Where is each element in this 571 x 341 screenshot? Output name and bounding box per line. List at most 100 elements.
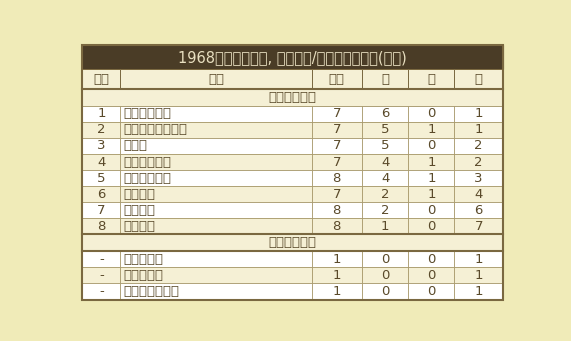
Bar bbox=[120, 106, 312, 122]
Text: 2: 2 bbox=[381, 204, 389, 217]
Text: 0: 0 bbox=[427, 107, 436, 120]
Bar bbox=[82, 170, 120, 186]
Text: 2: 2 bbox=[475, 139, 483, 152]
Bar bbox=[408, 251, 455, 267]
Bar bbox=[408, 202, 455, 218]
Bar bbox=[120, 267, 312, 283]
Text: 順位: 順位 bbox=[93, 73, 110, 86]
Text: ルーマニア: ルーマニア bbox=[124, 269, 164, 282]
Text: カナダ: カナダ bbox=[124, 139, 148, 152]
Bar bbox=[408, 138, 455, 154]
Text: 4: 4 bbox=[381, 172, 389, 184]
Text: 0: 0 bbox=[427, 139, 436, 152]
Text: 4: 4 bbox=[381, 155, 389, 168]
Text: 0: 0 bbox=[427, 269, 436, 282]
Text: 勝: 勝 bbox=[381, 73, 389, 86]
Bar bbox=[455, 70, 503, 89]
Text: 1968グルノーブル, フランス/アイスホッケー(男子): 1968グルノーブル, フランス/アイスホッケー(男子) bbox=[178, 50, 407, 65]
Text: 6: 6 bbox=[97, 188, 106, 201]
Text: フィンランド: フィンランド bbox=[124, 172, 172, 184]
Bar bbox=[362, 218, 408, 234]
Bar bbox=[408, 122, 455, 138]
Bar bbox=[362, 267, 408, 283]
Bar bbox=[120, 70, 312, 89]
Text: 1: 1 bbox=[475, 285, 483, 298]
Text: 6: 6 bbox=[381, 107, 389, 120]
Bar bbox=[362, 106, 408, 122]
Bar bbox=[455, 170, 503, 186]
Text: 0: 0 bbox=[427, 285, 436, 298]
Bar bbox=[312, 70, 362, 89]
Bar bbox=[455, 202, 503, 218]
Bar bbox=[362, 138, 408, 154]
Bar bbox=[362, 70, 408, 89]
Bar bbox=[312, 283, 362, 299]
Text: -: - bbox=[99, 285, 104, 298]
Text: 7: 7 bbox=[475, 220, 483, 233]
Bar bbox=[312, 170, 362, 186]
Bar bbox=[82, 283, 120, 299]
Bar bbox=[408, 186, 455, 202]
Text: 0: 0 bbox=[381, 285, 389, 298]
Text: ユーゴスラビア: ユーゴスラビア bbox=[124, 285, 180, 298]
Text: 7: 7 bbox=[332, 188, 341, 201]
Text: 0: 0 bbox=[381, 269, 389, 282]
Text: 分: 分 bbox=[427, 73, 435, 86]
Text: 試合: 試合 bbox=[329, 73, 345, 86]
Bar bbox=[312, 251, 362, 267]
Text: 8: 8 bbox=[332, 204, 341, 217]
Text: 8: 8 bbox=[97, 220, 106, 233]
Bar bbox=[362, 251, 408, 267]
Text: 西ドイツ: 西ドイツ bbox=[124, 204, 156, 217]
Text: 1: 1 bbox=[475, 269, 483, 282]
Bar bbox=[82, 186, 120, 202]
Text: 5: 5 bbox=[381, 139, 389, 152]
Bar bbox=[120, 138, 312, 154]
Bar bbox=[82, 122, 120, 138]
Text: 5: 5 bbox=[97, 172, 106, 184]
Text: 予選ラウンド: 予選ラウンド bbox=[268, 236, 317, 249]
Text: 1: 1 bbox=[475, 123, 483, 136]
Bar bbox=[408, 154, 455, 170]
Text: 2: 2 bbox=[475, 155, 483, 168]
Bar bbox=[82, 202, 120, 218]
Text: 0: 0 bbox=[427, 204, 436, 217]
Text: 1: 1 bbox=[97, 107, 106, 120]
Text: 1: 1 bbox=[427, 172, 436, 184]
Text: 5: 5 bbox=[381, 123, 389, 136]
Text: 1: 1 bbox=[475, 107, 483, 120]
Bar bbox=[312, 122, 362, 138]
Text: 1: 1 bbox=[427, 123, 436, 136]
Text: スウェーデン: スウェーデン bbox=[124, 155, 172, 168]
Bar bbox=[455, 218, 503, 234]
Bar bbox=[408, 267, 455, 283]
Bar bbox=[120, 122, 312, 138]
Bar bbox=[82, 45, 503, 70]
Bar bbox=[312, 202, 362, 218]
Text: 2: 2 bbox=[97, 123, 106, 136]
Text: 1: 1 bbox=[332, 269, 341, 282]
Bar bbox=[408, 218, 455, 234]
Bar bbox=[408, 170, 455, 186]
Bar bbox=[120, 186, 312, 202]
Bar bbox=[312, 138, 362, 154]
Bar bbox=[362, 122, 408, 138]
Text: 敗: 敗 bbox=[475, 73, 482, 86]
Bar bbox=[120, 283, 312, 299]
Bar bbox=[312, 154, 362, 170]
Bar bbox=[312, 267, 362, 283]
Text: 0: 0 bbox=[427, 220, 436, 233]
Text: 2: 2 bbox=[381, 188, 389, 201]
Text: ソビエト連邦: ソビエト連邦 bbox=[124, 107, 172, 120]
Bar bbox=[455, 154, 503, 170]
Bar bbox=[82, 251, 120, 267]
Bar bbox=[82, 89, 503, 106]
Text: 1: 1 bbox=[427, 155, 436, 168]
Bar bbox=[455, 186, 503, 202]
Text: 1: 1 bbox=[332, 285, 341, 298]
Bar bbox=[408, 70, 455, 89]
Text: ノルウェー: ノルウェー bbox=[124, 253, 164, 266]
Bar bbox=[455, 122, 503, 138]
Bar bbox=[82, 106, 120, 122]
Bar bbox=[82, 234, 503, 251]
